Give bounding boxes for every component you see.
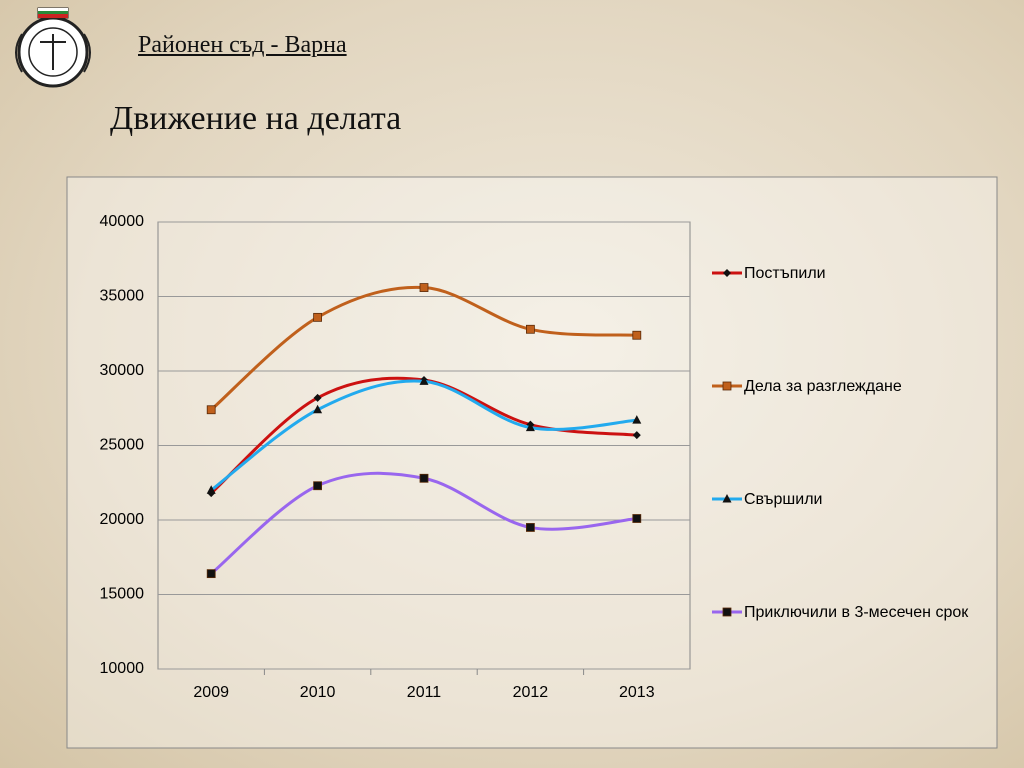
chart-title: Движение на делата — [110, 100, 402, 137]
legend-label: Постъпили — [744, 265, 826, 282]
x-tick-label: 2010 — [300, 684, 336, 701]
legend-marker — [723, 269, 731, 277]
data-point — [313, 481, 323, 491]
y-tick-label: 35000 — [100, 288, 145, 305]
y-tick-label: 15000 — [100, 586, 145, 603]
x-tick-label: 2012 — [513, 684, 549, 701]
data-point — [632, 415, 642, 424]
data-point — [526, 324, 535, 334]
data-point — [313, 404, 323, 414]
data-point — [206, 405, 216, 415]
data-point — [525, 422, 535, 432]
legend-label: Приключили в 3-месечен срок — [744, 604, 969, 621]
data-point — [206, 569, 216, 579]
data-point — [206, 485, 216, 494]
data-point — [419, 473, 429, 483]
y-tick-label: 40000 — [100, 213, 145, 230]
y-tick-label: 10000 — [100, 660, 145, 677]
data-point — [313, 393, 322, 402]
data-point — [419, 283, 429, 292]
x-tick-label: 2011 — [407, 684, 442, 701]
legend-label: Свършили — [744, 491, 823, 508]
court-name: Районен съд - Варна — [138, 32, 347, 58]
legend-marker — [722, 381, 732, 391]
legend-marker — [722, 607, 732, 617]
data-point — [632, 330, 642, 340]
data-point — [526, 523, 535, 532]
data-point — [313, 312, 323, 322]
data-point — [632, 431, 641, 440]
x-tick-label: 2009 — [193, 684, 229, 701]
y-tick-label: 30000 — [100, 362, 145, 379]
x-tick-label: 2013 — [619, 684, 655, 701]
legend-label: Дела за разглеждане — [744, 378, 902, 395]
chart-frame — [66, 176, 998, 749]
legend-marker — [722, 494, 732, 503]
data-point — [419, 376, 429, 385]
court-logo — [15, 7, 91, 88]
data-point — [632, 514, 642, 523]
y-tick-label: 25000 — [100, 437, 145, 454]
y-tick-label: 20000 — [100, 511, 145, 528]
